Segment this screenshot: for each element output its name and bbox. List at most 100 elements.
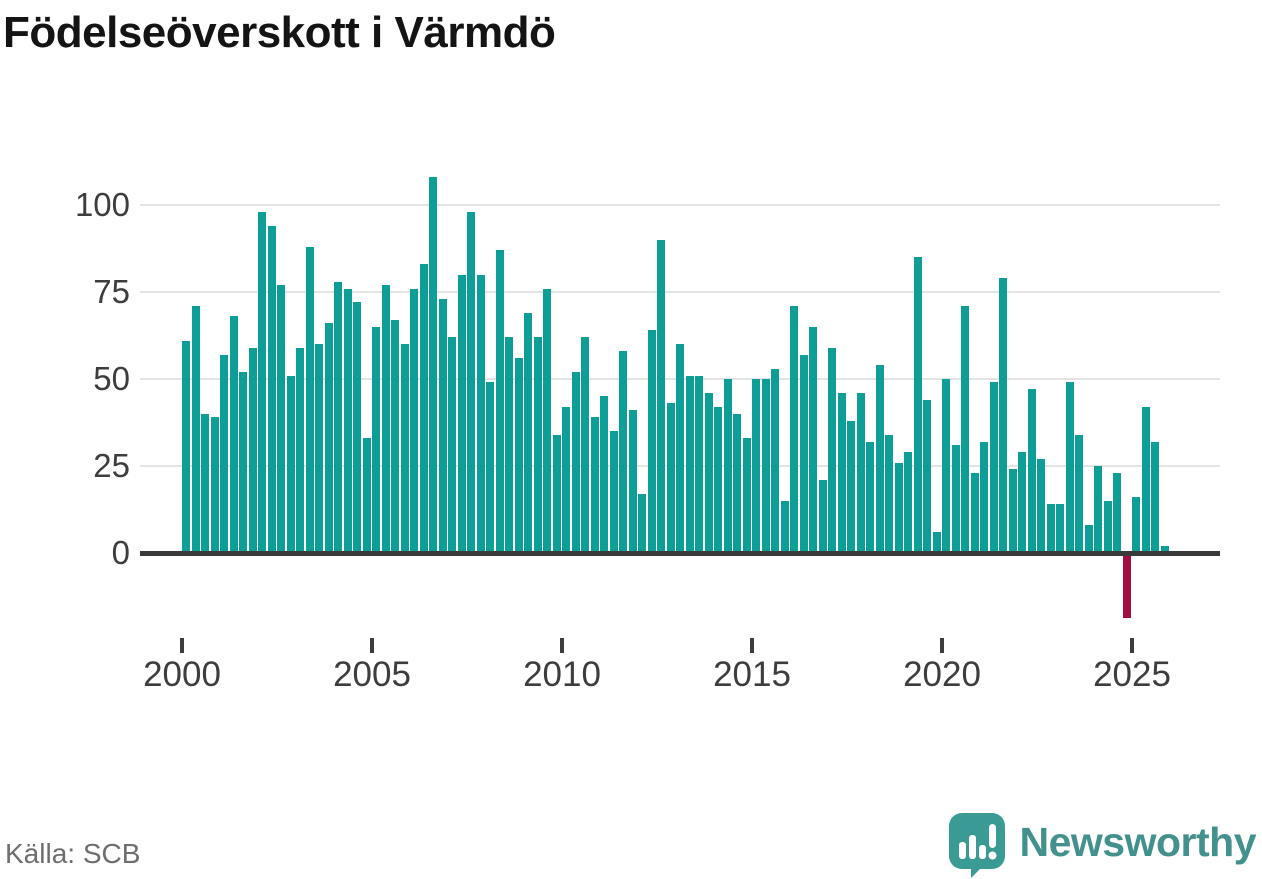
bar (476, 274, 485, 553)
x-tick-2020 (940, 638, 944, 653)
bar (372, 326, 380, 553)
bar (467, 211, 475, 553)
bar (970, 472, 979, 553)
bar (1008, 469, 1017, 553)
bar (543, 288, 551, 553)
bar (980, 441, 988, 553)
bar (752, 379, 760, 553)
bar (571, 372, 580, 553)
bar (286, 375, 295, 553)
bar (942, 379, 950, 553)
x-tick-label-2025: 2025 (1093, 655, 1171, 694)
bar (1151, 441, 1159, 553)
bar (1046, 504, 1055, 553)
bar (657, 239, 665, 553)
bar (353, 302, 361, 553)
bar (666, 403, 675, 553)
bar (989, 382, 998, 553)
bar (400, 344, 409, 553)
bar (837, 392, 846, 553)
bar (457, 274, 466, 553)
bar (856, 392, 865, 553)
bar (723, 379, 732, 553)
bar (590, 417, 599, 553)
bar (818, 479, 827, 553)
bar (866, 441, 874, 553)
bar (533, 337, 542, 553)
bar (761, 379, 770, 553)
bar (1018, 452, 1026, 553)
bar (201, 413, 209, 553)
x-tick-2005 (370, 638, 374, 653)
bar (524, 312, 532, 553)
bar (714, 406, 722, 553)
bar (334, 281, 342, 553)
bar (495, 250, 504, 553)
bar (429, 177, 437, 553)
bar (961, 305, 969, 553)
bar (904, 452, 912, 553)
x-tick-label-2020: 2020 (903, 655, 981, 694)
bar (932, 532, 941, 553)
x-tick-label-2000: 2000 (143, 655, 221, 694)
chart-title: Födelseöverskott i Värmdö (3, 8, 556, 57)
bar (875, 365, 884, 553)
bar (239, 372, 247, 553)
bar (296, 347, 304, 553)
y-tick-label-0: 0 (111, 534, 130, 571)
y-tick-label-75: 75 (93, 273, 130, 310)
bar (894, 462, 903, 553)
bar (1094, 466, 1102, 553)
bar (628, 410, 637, 553)
bar (771, 368, 779, 553)
bar (448, 337, 456, 553)
bar (638, 493, 646, 553)
bar (799, 354, 808, 553)
bar (229, 316, 238, 553)
bars-container (140, 177, 1220, 640)
bar (742, 438, 751, 553)
bar (1160, 546, 1169, 553)
bar (809, 326, 817, 553)
bar (552, 434, 561, 553)
bar (514, 358, 523, 553)
bar (1037, 459, 1045, 553)
bar (685, 375, 694, 553)
x-tick-label-2005: 2005 (333, 655, 411, 694)
bar (1132, 497, 1140, 553)
bar (733, 413, 741, 553)
bar (182, 340, 190, 553)
brand-footer: Newsworthy (948, 812, 1256, 878)
gridline-100 (140, 204, 1220, 206)
bar (486, 382, 494, 553)
bar (923, 399, 931, 553)
x-tick-label-2015: 2015 (713, 655, 791, 694)
bar (828, 347, 836, 553)
bar (248, 347, 257, 553)
bar (609, 431, 618, 553)
bar (220, 354, 228, 553)
bar (885, 434, 893, 553)
x-tick-label-2010: 2010 (523, 655, 601, 694)
zero-baseline (140, 551, 1220, 556)
bar (324, 323, 333, 553)
bar (410, 288, 418, 553)
newsworthy-logo-icon (948, 813, 1005, 878)
bar (362, 438, 371, 553)
bar (1113, 472, 1121, 553)
bar (1065, 382, 1074, 553)
y-tick-label-50: 50 (93, 360, 130, 397)
bar (1084, 525, 1093, 553)
bar (315, 344, 323, 553)
bar (381, 285, 390, 553)
source-caption: Källa: SCB (5, 838, 141, 869)
bar (600, 396, 608, 553)
bar (1056, 504, 1064, 553)
gridline-75 (140, 291, 1220, 293)
bar (258, 211, 266, 553)
bar (391, 319, 399, 553)
bar (647, 330, 656, 553)
bar (704, 392, 713, 553)
x-tick-2025 (1130, 638, 1134, 653)
bar (267, 225, 276, 553)
